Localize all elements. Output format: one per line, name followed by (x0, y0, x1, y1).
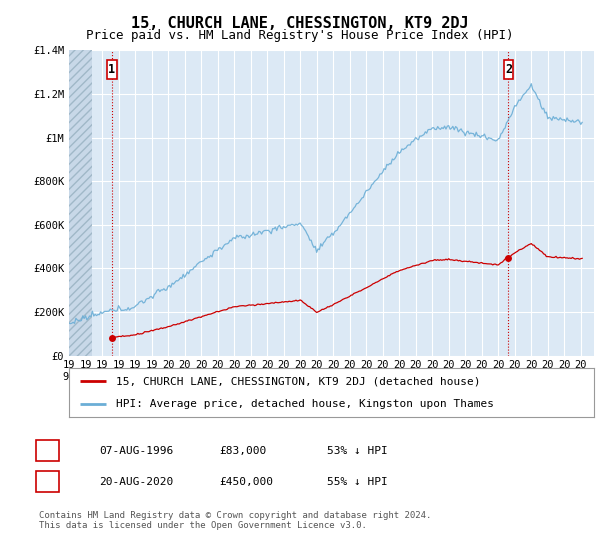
Bar (69, 50, 92, 356)
FancyBboxPatch shape (503, 60, 514, 80)
Text: HPI: Average price, detached house, Kingston upon Thames: HPI: Average price, detached house, King… (116, 399, 494, 409)
Text: £450,000: £450,000 (219, 477, 273, 487)
Text: 55% ↓ HPI: 55% ↓ HPI (327, 477, 388, 487)
Text: 1: 1 (108, 63, 115, 76)
FancyBboxPatch shape (107, 60, 116, 80)
Text: 2: 2 (505, 63, 512, 76)
Text: Price paid vs. HM Land Registry's House Price Index (HPI): Price paid vs. HM Land Registry's House … (86, 29, 514, 42)
Text: 53% ↓ HPI: 53% ↓ HPI (327, 446, 388, 456)
Text: 2: 2 (44, 475, 51, 488)
Text: Contains HM Land Registry data © Crown copyright and database right 2024.
This d: Contains HM Land Registry data © Crown c… (39, 511, 431, 530)
Text: 20-AUG-2020: 20-AUG-2020 (99, 477, 173, 487)
Text: 1: 1 (44, 444, 51, 458)
Text: 07-AUG-1996: 07-AUG-1996 (99, 446, 173, 456)
Text: 15, CHURCH LANE, CHESSINGTON, KT9 2DJ (detached house): 15, CHURCH LANE, CHESSINGTON, KT9 2DJ (d… (116, 376, 481, 386)
Text: £83,000: £83,000 (219, 446, 266, 456)
Text: 15, CHURCH LANE, CHESSINGTON, KT9 2DJ: 15, CHURCH LANE, CHESSINGTON, KT9 2DJ (131, 16, 469, 31)
